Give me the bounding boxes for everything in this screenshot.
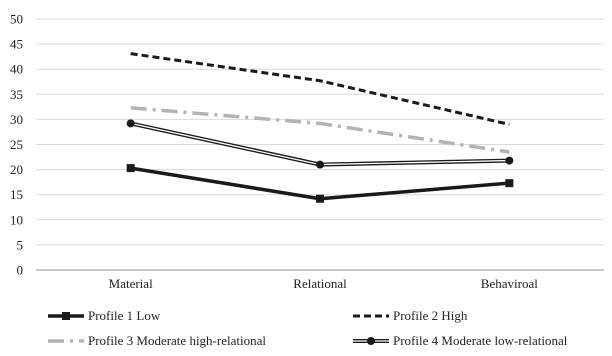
y-axis-ticks: 0 5 10 15 20 25 30 35 40 45 50	[10, 12, 23, 278]
y-tick-label: 20	[10, 162, 23, 177]
y-tick-label: 5	[17, 237, 24, 252]
series-lines	[126, 52, 514, 203]
y-tick-label: 40	[10, 62, 23, 77]
y-tick-label: 35	[10, 87, 23, 102]
y-tick-label: 0	[17, 263, 24, 278]
y-tick-label: 15	[10, 187, 23, 202]
legend-item: Profile 4 Moderate low-relational	[353, 333, 568, 348]
data-point	[367, 337, 375, 345]
y-tick-label: 50	[10, 12, 23, 27]
series-4	[126, 119, 514, 169]
series-2	[130, 52, 510, 126]
y-tick-label: 25	[10, 137, 23, 152]
series-3	[130, 106, 510, 154]
legend-label: Profile 4 Moderate low-relational	[393, 333, 568, 348]
series-line	[130, 106, 510, 154]
legend: Profile 1 Low Profile 2 High Profile 3 Mod…	[48, 308, 568, 348]
x-tick-label: Behaviroal	[481, 276, 538, 291]
series-1	[126, 164, 514, 203]
series-line	[130, 52, 510, 126]
legend-item: Profile 1 Low	[48, 308, 161, 323]
series-line	[130, 166, 510, 201]
data-point	[126, 119, 135, 128]
data-point	[62, 312, 70, 320]
y-tick-label: 10	[10, 212, 23, 227]
data-point	[505, 156, 514, 165]
legend-item: Profile 3 Moderate high-relational	[48, 333, 266, 348]
x-tick-label: Relational	[293, 276, 347, 291]
x-axis-ticks: Material Relational Behaviroal	[109, 276, 539, 291]
gridlines	[36, 18, 604, 271]
y-tick-label: 30	[10, 112, 23, 127]
y-tick-label: 45	[10, 37, 23, 52]
data-point	[316, 160, 324, 169]
legend-label: Profile 3 Moderate high-relational	[88, 333, 266, 348]
legend-label: Profile 1 Low	[88, 308, 161, 323]
data-point	[505, 179, 514, 188]
legend-item: Profile 2 High	[353, 308, 468, 323]
data-point	[126, 164, 135, 173]
x-tick-label: Material	[109, 276, 153, 291]
legend-label: Profile 2 High	[393, 308, 468, 323]
data-point	[316, 194, 324, 203]
